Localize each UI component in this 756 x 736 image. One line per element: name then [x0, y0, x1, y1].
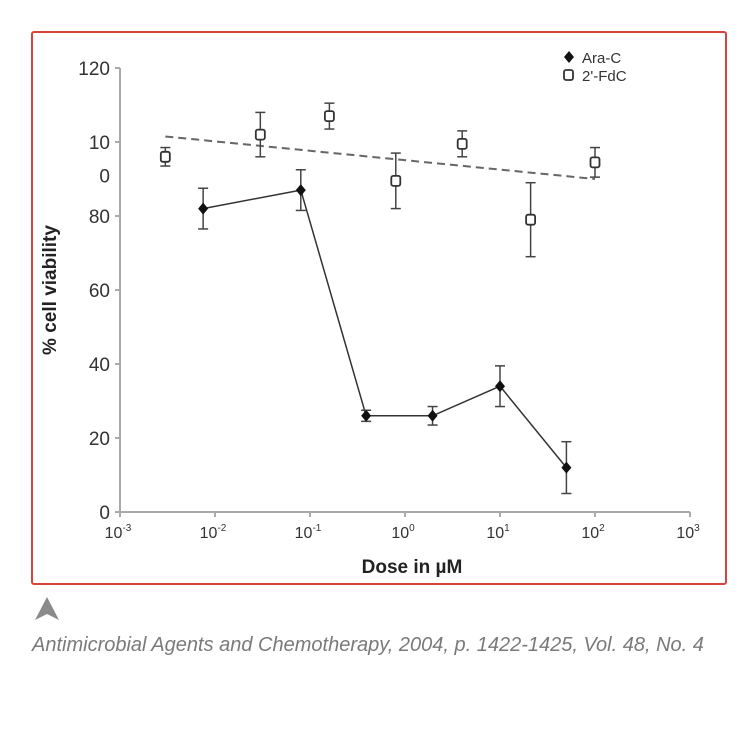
trendline-2fdc	[165, 135, 596, 180]
x-axis-title: Dose in µM	[362, 557, 463, 578]
data-point-fdc	[456, 137, 468, 150]
x-tick-label: 10-3	[105, 523, 132, 542]
x-tick-label: 10-2	[200, 523, 227, 542]
y-tick-label: 80	[89, 207, 110, 228]
y-tick-label: 60	[89, 281, 110, 302]
x-tick-label: 10-1	[295, 523, 322, 542]
data-point-ara-c	[427, 409, 438, 422]
legend-label-ara-c: Ara-C	[582, 50, 621, 67]
figure-frame	[31, 31, 727, 585]
y-tick-label: 40	[89, 355, 110, 376]
y-axis-title: % cell viability	[40, 225, 61, 355]
data-point-ara-c	[495, 380, 505, 393]
legend-marker-ara-c	[564, 51, 574, 63]
data-point-fdc	[254, 128, 266, 141]
up-arrow-icon[interactable]	[34, 597, 60, 621]
data-point-ara-c	[198, 202, 209, 215]
data-point-fdc	[323, 110, 335, 122]
x-tick-label: 101	[486, 523, 510, 542]
legend-marker-fdc	[563, 69, 574, 81]
data-point-fdc	[159, 150, 171, 163]
citation-caption: Antimicrobial Agents and Chemotherapy, 2…	[32, 634, 704, 656]
y-tick-label: 10	[89, 133, 110, 154]
data-point-fdc	[525, 213, 537, 226]
data-point-ara-c	[295, 184, 306, 197]
chart: 10-3 10-2 10-1 100 101 102 103020406080100120D…	[40, 50, 700, 578]
data-point-fdc	[589, 156, 601, 169]
data-point-ara-c	[361, 409, 372, 422]
data-point-ara-c	[561, 461, 572, 474]
y-tick-label: 0	[99, 503, 110, 524]
y-tick-label: 20	[89, 429, 110, 450]
data-point-fdc	[390, 174, 402, 187]
series-line-ara-c	[202, 189, 567, 469]
legend-label-fdc: 2'-FdC	[582, 68, 627, 85]
x-tick-label: 103	[676, 523, 700, 542]
y-tick-label: 120	[78, 59, 110, 80]
x-tick-label: 102	[581, 523, 605, 542]
y-tick-label: 0	[99, 166, 110, 187]
x-tick-label: 100	[391, 523, 415, 542]
